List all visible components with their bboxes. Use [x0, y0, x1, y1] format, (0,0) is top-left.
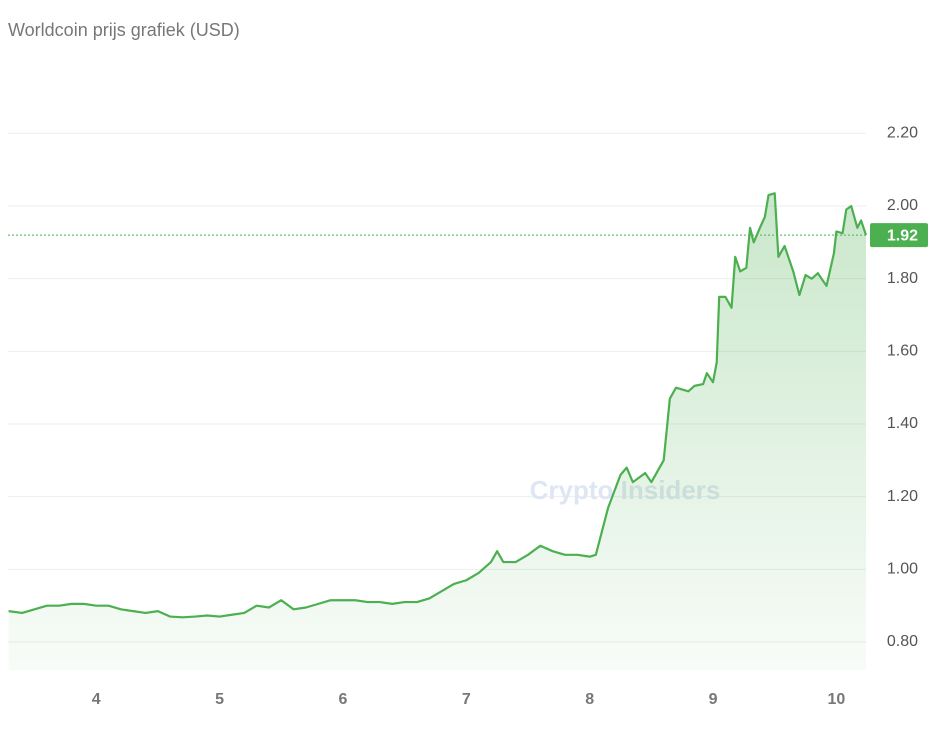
x-tick-label: 7 [462, 691, 471, 708]
y-tick-label: 2.20 [887, 125, 918, 142]
y-tick-label: 0.80 [887, 633, 918, 650]
last-price-label: 1.92 [887, 227, 918, 244]
chart-title: Worldcoin prijs grafiek (USD) [8, 20, 240, 40]
y-tick-label: 1.80 [887, 270, 918, 287]
x-tick-label: 8 [585, 691, 594, 708]
y-tick-label: 1.40 [887, 415, 918, 432]
x-tick-label: 4 [92, 691, 101, 708]
last-price-badge [870, 223, 928, 248]
x-tick-label: 6 [338, 691, 347, 708]
x-tick-label: 9 [709, 691, 718, 708]
y-tick-label: 1.00 [887, 561, 918, 578]
y-tick-label: 1.20 [887, 488, 918, 505]
y-tick-label: 2.00 [887, 197, 918, 214]
y-tick-label: 1.60 [887, 343, 918, 360]
price-line [8, 192, 868, 619]
x-tick-label: 5 [215, 691, 224, 708]
x-tick-label: 10 [827, 691, 845, 708]
area [8, 193, 867, 671]
